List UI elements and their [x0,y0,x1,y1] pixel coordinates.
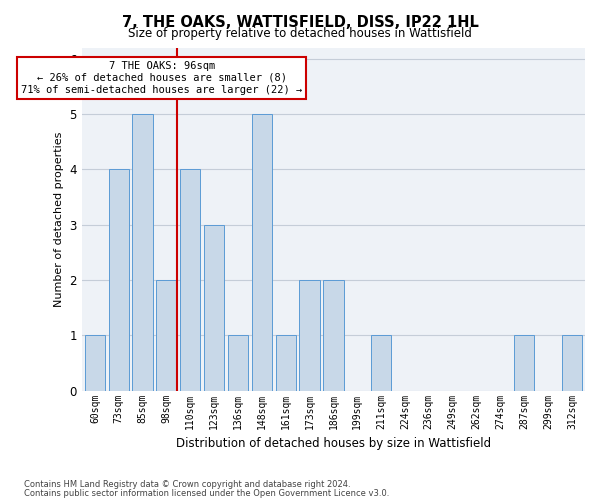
Text: Contains HM Land Registry data © Crown copyright and database right 2024.: Contains HM Land Registry data © Crown c… [24,480,350,489]
Bar [85,336,105,390]
Text: Contains public sector information licensed under the Open Government Licence v3: Contains public sector information licen… [24,488,389,498]
X-axis label: Distribution of detached houses by size in Wattisfield: Distribution of detached houses by size … [176,437,491,450]
Bar [228,336,248,390]
Bar [299,280,320,390]
Bar [204,224,224,390]
Bar [562,336,582,390]
Bar [180,170,200,390]
Text: 7 THE OAKS: 96sqm
← 26% of detached houses are smaller (8)
71% of semi-detached : 7 THE OAKS: 96sqm ← 26% of detached hous… [21,62,302,94]
Text: Size of property relative to detached houses in Wattisfield: Size of property relative to detached ho… [128,28,472,40]
Text: 7, THE OAKS, WATTISFIELD, DISS, IP22 1HL: 7, THE OAKS, WATTISFIELD, DISS, IP22 1HL [122,15,478,30]
Bar [133,114,153,390]
Bar [371,336,391,390]
Bar [323,280,344,390]
Bar [275,336,296,390]
Bar [157,280,176,390]
Bar [109,170,129,390]
Y-axis label: Number of detached properties: Number of detached properties [54,132,64,307]
Bar [514,336,535,390]
Bar [252,114,272,390]
